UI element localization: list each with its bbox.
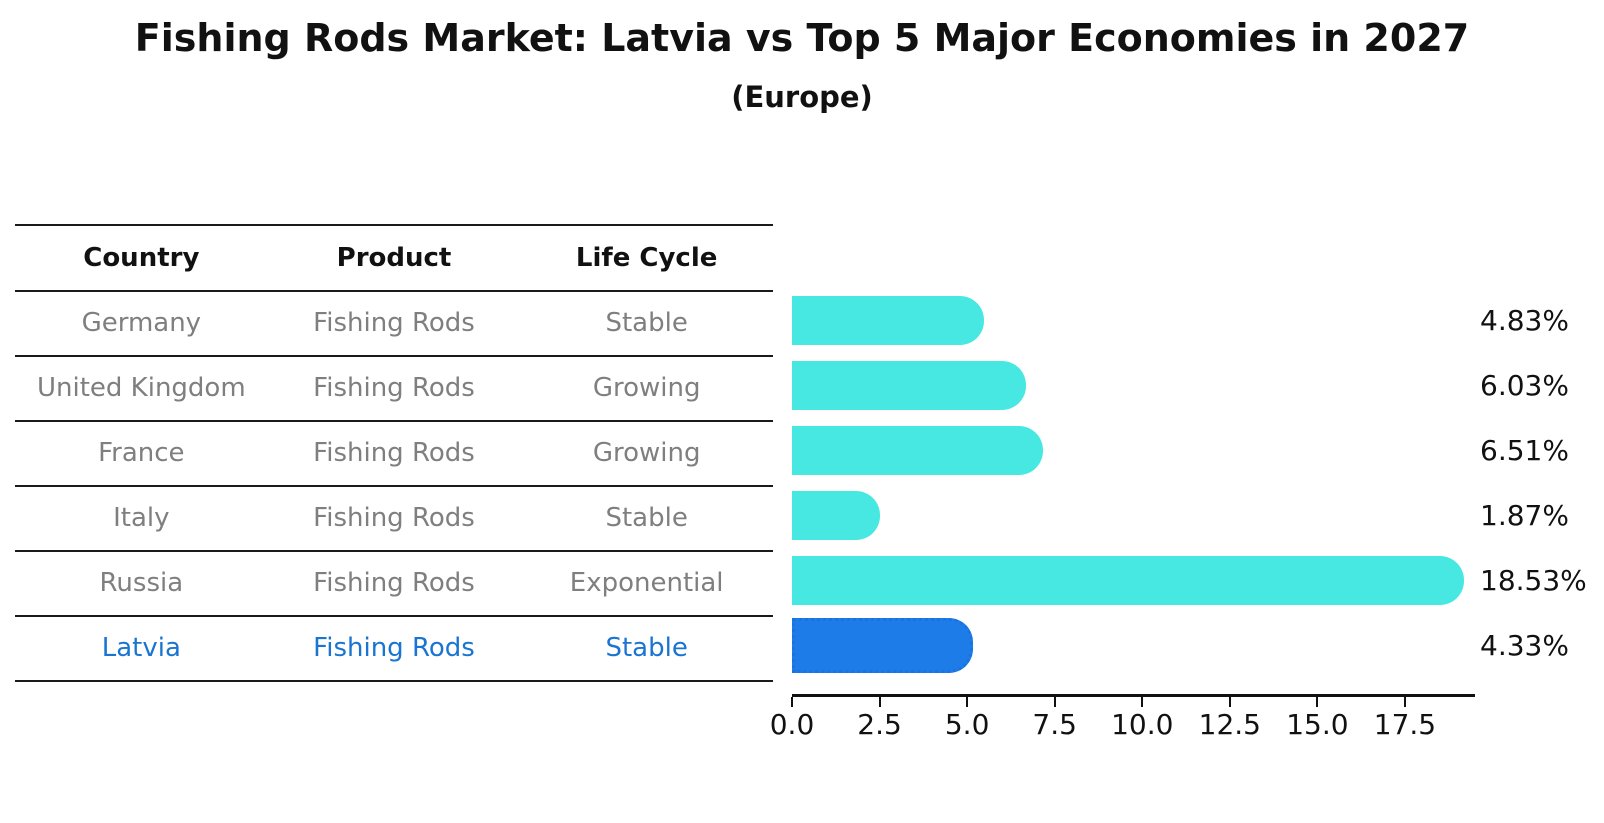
x-axis-tick-label: 2.5 <box>857 708 902 741</box>
x-axis-tick <box>791 697 793 707</box>
chart-subtitle: (Europe) <box>731 80 873 114</box>
table-cell-life-cycle: Stable <box>605 633 688 663</box>
table-cell-product: Fishing Rods <box>313 308 475 338</box>
bar-value-label: 1.87% <box>1480 499 1569 532</box>
bar <box>792 361 1026 410</box>
bar-highlight-latvia <box>792 618 973 673</box>
x-axis-tick <box>1403 697 1406 707</box>
x-axis-tick-label: 7.5 <box>1032 708 1077 741</box>
bar <box>792 296 984 345</box>
table-cell-country: Italy <box>113 503 170 533</box>
table-cell-country: France <box>98 438 185 468</box>
table-header-country: Country <box>83 243 200 273</box>
x-axis-tick <box>966 697 969 707</box>
bar-value-label: 6.51% <box>1480 434 1569 467</box>
table-header-life-cycle: Life Cycle <box>575 243 718 273</box>
table-row: Latvia Fishing Rods Stable <box>15 617 773 682</box>
chart-title: Fishing Rods Market: Latvia vs Top 5 Maj… <box>134 16 1470 60</box>
bar <box>792 491 880 540</box>
x-axis-tick-label: 5.0 <box>944 708 990 741</box>
country-table: Country Product Life Cycle Germany Fishin… <box>15 224 773 682</box>
table-row: Italy Fishing Rods Stable <box>15 487 773 552</box>
table-cell-life-cycle: Stable <box>605 503 688 533</box>
x-axis-tick-label: 15.0 <box>1286 708 1349 741</box>
x-axis-line <box>792 694 1475 697</box>
table-body: Germany Fishing Rods Stable United Kingdom F… <box>15 292 773 682</box>
x-axis-tick <box>1316 697 1319 707</box>
x-axis-tick-label: 17.5 <box>1373 708 1437 741</box>
table-cell-life-cycle: Growing <box>592 373 701 403</box>
table-cell-country: Latvia <box>101 633 181 663</box>
x-axis-tick <box>1053 697 1056 707</box>
x-axis-tick-label: 0.0 <box>769 708 815 741</box>
bar <box>792 556 1464 605</box>
table-cell-country: Russia <box>99 568 184 598</box>
table-cell-country: Germany <box>81 308 202 338</box>
x-axis-tick-label: 10.0 <box>1111 708 1174 741</box>
table-header-row: Country Product Life Cycle <box>15 224 773 292</box>
table-cell-product: Fishing Rods <box>313 568 475 598</box>
table-cell-life-cycle: Stable <box>605 308 688 338</box>
x-axis-tick <box>1228 697 1231 707</box>
bar-value-label: 18.53% <box>1480 564 1587 597</box>
bar-value-label: 4.83% <box>1480 304 1569 337</box>
bar <box>792 426 1043 475</box>
table-cell-life-cycle: Growing <box>592 438 701 468</box>
table-row: France Fishing Rods Growing <box>15 422 773 487</box>
x-axis-tick <box>878 697 881 707</box>
table-cell-product: Fishing Rods <box>313 503 475 533</box>
table-header-product: Product <box>336 243 452 273</box>
x-axis-tick-label: 12.5 <box>1198 708 1261 741</box>
table-row: Russia Fishing Rods Exponential <box>15 552 773 617</box>
table-cell-product: Fishing Rods <box>313 633 475 663</box>
table-row: United Kingdom Fishing Rods Growing <box>15 357 773 422</box>
table-cell-life-cycle: Exponential <box>569 568 724 598</box>
table-cell-country: United Kingdom <box>36 373 246 403</box>
bar-value-label: 6.03% <box>1480 369 1569 402</box>
bar-value-label: 4.33% <box>1480 629 1569 662</box>
x-axis-tick <box>1141 697 1144 707</box>
table-row: Germany Fishing Rods Stable <box>15 292 773 357</box>
table-cell-product: Fishing Rods <box>313 438 475 468</box>
table-cell-product: Fishing Rods <box>313 373 475 403</box>
